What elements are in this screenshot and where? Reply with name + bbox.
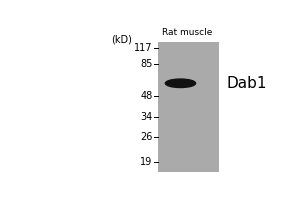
Text: 117: 117 xyxy=(134,43,153,53)
Text: (kD): (kD) xyxy=(111,35,132,45)
Ellipse shape xyxy=(165,79,196,88)
Text: 85: 85 xyxy=(140,59,153,69)
Text: 48: 48 xyxy=(140,91,153,101)
Bar xyxy=(158,42,219,172)
Text: Dab1: Dab1 xyxy=(227,76,268,91)
Text: 19: 19 xyxy=(140,157,153,167)
Text: Rat muscle: Rat muscle xyxy=(162,28,213,37)
Text: 26: 26 xyxy=(140,132,153,142)
Text: 34: 34 xyxy=(140,112,153,122)
